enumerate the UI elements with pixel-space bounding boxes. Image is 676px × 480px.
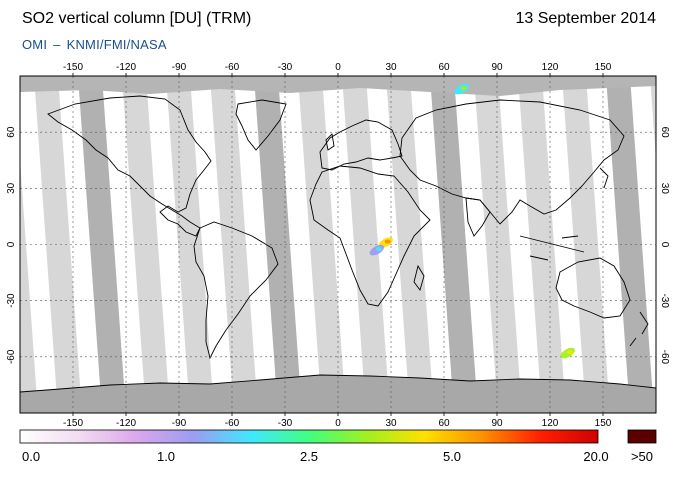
lon-tick-label-bottom: -60 [225, 418, 240, 429]
lat-tick-label-right: 30 [659, 183, 670, 195]
lat-tick-label-right: 60 [659, 127, 670, 139]
lon-tick-label-bottom: 90 [491, 418, 503, 429]
orbit-swath [650, 76, 656, 161]
orbit-swath [210, 76, 258, 413]
lon-tick-label-top: -120 [116, 62, 136, 73]
coast-australia [555, 257, 631, 319]
coast-uk [325, 133, 335, 151]
lat-tick-label-right: 0 [659, 242, 670, 248]
credit-separator: – [53, 37, 61, 52]
orbit-swath [34, 76, 82, 413]
date-label: 13 September 2014 [515, 10, 656, 27]
lon-tick-label-top: 90 [491, 62, 503, 73]
lat-tick-label-right: -60 [659, 350, 670, 365]
coast-north-america [47, 95, 212, 237]
lon-tick-label-bottom: 0 [335, 418, 341, 429]
coast-japan [599, 167, 609, 189]
so2-hotspot-core [375, 247, 382, 252]
coast-africa [309, 165, 431, 307]
lon-tick-label-bottom: 30 [385, 418, 397, 429]
orbit-swath [518, 76, 566, 413]
orbit-swath [298, 76, 346, 413]
lat-ticks-right: 60 30 0 -30 -60 [659, 127, 670, 365]
lat-tick-label-left: 30 [6, 182, 17, 194]
lat-tick-label-left: -30 [6, 293, 17, 308]
lon-tick-label-top: 30 [385, 62, 397, 73]
so2-hotspot-core [460, 86, 467, 91]
credit-line: OMI – KNMI/FMI/NASA [22, 37, 167, 52]
coastlines [20, 95, 656, 393]
colorbar-label-1: 1.0 [156, 449, 176, 464]
lon-tick-label-bottom: -30 [278, 418, 293, 429]
lon-tick-label-top: -90 [172, 62, 187, 73]
colorbar-label-4: 20.0 [583, 449, 609, 464]
coast-antarctica [20, 374, 656, 393]
lon-tick-label-bottom: 60 [438, 418, 450, 429]
lon-tick-label-top: 0 [335, 62, 341, 73]
lon-tick-label-top: 60 [438, 62, 450, 73]
antarctic-no-data [20, 375, 656, 413]
coast-new-zealand [629, 311, 649, 347]
lon-tick-label-top: -150 [63, 62, 83, 73]
lat-ticks-left: 60 30 0 -30 -60 [6, 126, 17, 364]
colorbar-label-2: 2.5 [299, 449, 319, 464]
colorbar-label-0: 0.0 [22, 449, 41, 464]
lon-tick-label-top: -30 [278, 62, 293, 73]
colorbar [19, 429, 599, 444]
credit-instrument: OMI [22, 37, 48, 52]
so2-hotspot-core [384, 239, 391, 244]
lon-tick-label-bottom: 120 [542, 418, 559, 429]
orbit-swath [474, 76, 522, 413]
colorbar-label-5: >50 [630, 449, 654, 464]
lon-tick-label-top: -60 [225, 62, 240, 73]
coast-asia [399, 99, 625, 225]
credit-institutions: KNMI/FMI/NASA [66, 37, 167, 52]
page-title: SO2 vertical column [DU] (TRM) [22, 10, 252, 27]
lat-tick-label-left: -60 [6, 349, 17, 364]
lon-tick-label-bottom: -120 [116, 418, 136, 429]
lon-tick-label-top: 150 [595, 62, 612, 73]
lat-tick-label-right: -30 [659, 293, 670, 308]
orbit-swath [254, 76, 302, 413]
coast-europe [319, 119, 403, 171]
coast-india [465, 197, 491, 237]
coast-south-america [193, 221, 279, 360]
orbit-swath [78, 76, 126, 413]
so2-hotspot-core [566, 350, 573, 355]
lon-ticks-bottom: -150 -120 -90 -60 -30 0 30 60 90 120 150 [63, 413, 612, 429]
colorbar-label-3: 5.0 [442, 449, 462, 464]
lon-ticks-top: -150 -120 -90 -60 -30 0 30 60 90 120 150 [63, 62, 612, 76]
lat-tick-label-left: 0 [6, 241, 17, 247]
so2-hotspots [369, 83, 575, 359]
graticule [20, 76, 656, 413]
orbit-swath [430, 76, 478, 413]
lon-tick-label-bottom: -150 [63, 418, 83, 429]
coast-madagascar [413, 264, 425, 291]
lon-tick-label-top: 120 [542, 62, 559, 73]
coast-indonesia [519, 235, 585, 261]
coast-greenland [235, 99, 287, 151]
lon-tick-label-bottom: 150 [595, 418, 612, 429]
colorbar-over-swatch [627, 429, 657, 444]
lat-tick-label-left: 60 [6, 126, 17, 138]
orbit-swath [20, 160, 38, 413]
lon-tick-label-bottom: -90 [172, 418, 187, 429]
